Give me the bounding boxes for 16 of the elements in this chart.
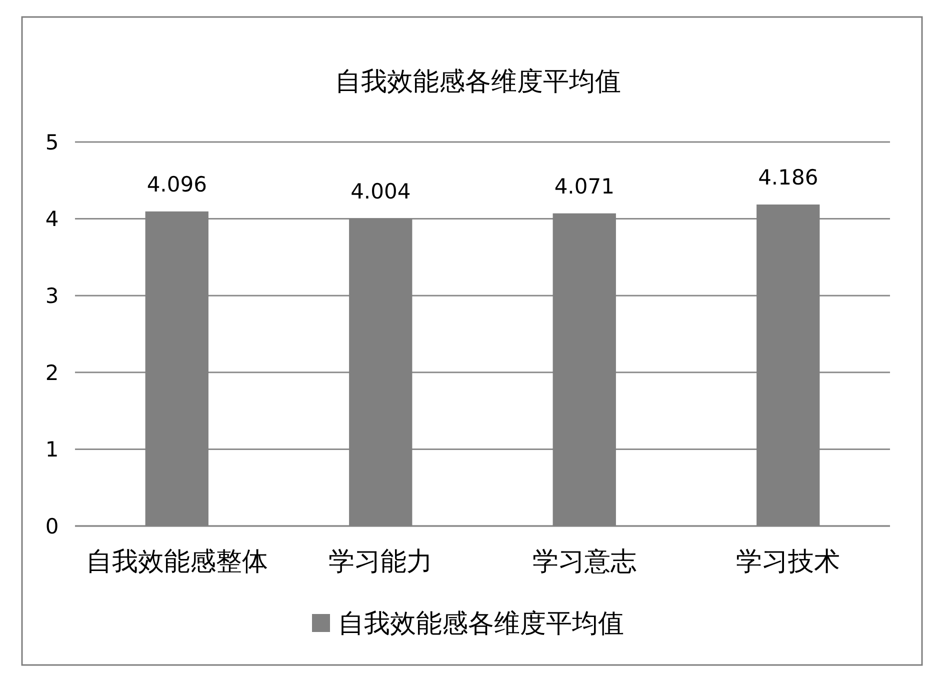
y-tick-label: 3 — [45, 284, 59, 308]
y-tick-label: 5 — [45, 130, 59, 154]
y-tick-label: 1 — [45, 438, 59, 462]
data-label: 4.004 — [350, 179, 411, 204]
data-label: 4.071 — [554, 174, 614, 198]
x-tick-label: 学习技术 — [736, 547, 840, 577]
data-label: 4.186 — [758, 166, 818, 190]
x-tick-label: 自我效能感整体 — [86, 547, 268, 577]
chart-title: 自我效能感各维度平均值 — [335, 67, 621, 97]
y-tick-label: 4 — [45, 207, 59, 232]
y-tick-label: 2 — [45, 360, 59, 385]
x-tick-label: 学习能力 — [328, 547, 433, 577]
x-tick-label: 学习意志 — [532, 547, 636, 577]
data-label: 4.096 — [146, 172, 207, 196]
y-tick-label: 0 — [45, 514, 59, 538]
legend-label: 自我效能感各维度平均值 — [338, 609, 624, 640]
